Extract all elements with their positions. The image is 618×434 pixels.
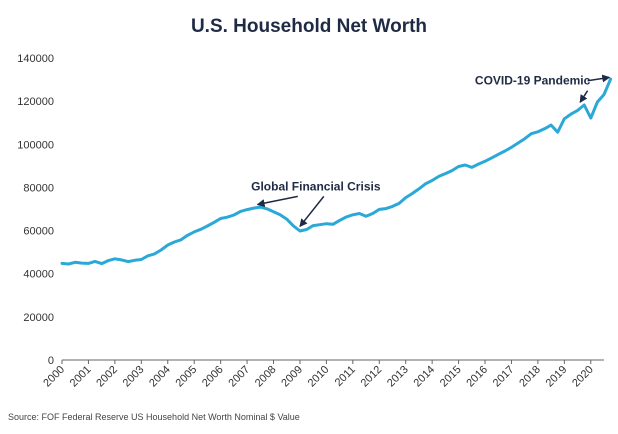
x-axis: 2000 2001 2002 2003 2004 2005 2006 2007 2008 2009… — [41, 360, 596, 389]
x-tick-label: 2016 — [464, 364, 490, 390]
x-tick-label: 2018 — [517, 364, 543, 390]
x-tick-label: 2007 — [226, 364, 252, 390]
x-tick-label: 2012 — [359, 364, 385, 390]
y-tick-label: 40000 — [23, 269, 54, 281]
x-tick-label: 2014 — [411, 364, 437, 390]
y-tick-label: 140000 — [17, 53, 54, 65]
x-tick-label: 2020 — [570, 364, 596, 390]
x-tick-label: 2008 — [253, 364, 279, 390]
y-tick-label: 120000 — [17, 96, 54, 108]
x-tick-label: 2011 — [333, 364, 358, 389]
x-tick-label: 2009 — [279, 364, 305, 390]
x-tick-label: 2002 — [94, 364, 120, 390]
chart-title: U.S. Household Net Worth — [191, 16, 427, 37]
x-tick-label: 2001 — [68, 364, 94, 390]
x-tick-label: 2019 — [544, 364, 570, 390]
series-group — [60, 77, 613, 266]
annotation-label: Global Financial Crisis — [251, 179, 381, 193]
source-note: Source: FOF Federal Reserve US Household… — [8, 412, 300, 422]
annotations: Global Financial Crisis COVID-19 Pandemic — [251, 74, 611, 228]
annotation-label: COVID-19 Pandemic — [475, 74, 591, 88]
y-tick-label: 20000 — [23, 312, 54, 324]
y-tick-label: 100000 — [17, 139, 54, 151]
y-tick-label: 0 — [48, 355, 54, 367]
y-tick-label: 80000 — [23, 182, 54, 194]
x-tick-label: 2003 — [121, 364, 147, 390]
annotation-arrow — [299, 195, 325, 228]
annotation-arrow — [579, 90, 589, 104]
x-tick-label: 2005 — [174, 364, 200, 390]
x-tick-label: 2000 — [41, 364, 67, 390]
x-tick-label: 2013 — [385, 364, 411, 390]
x-tick-label: 2017 — [491, 364, 517, 390]
x-tick-label: 2010 — [306, 364, 332, 390]
annotation-arrow — [587, 74, 611, 83]
x-tick-label: 2006 — [200, 364, 226, 390]
y-tick-label: 60000 — [23, 226, 54, 238]
x-tick-label: 2004 — [147, 364, 173, 390]
series-line — [60, 77, 613, 266]
x-tick-label: 2015 — [438, 364, 464, 390]
y-axis: 0 20000 40000 60000 80000 100000 120000 140000 — [17, 53, 54, 367]
annotation-arrow — [256, 195, 298, 208]
